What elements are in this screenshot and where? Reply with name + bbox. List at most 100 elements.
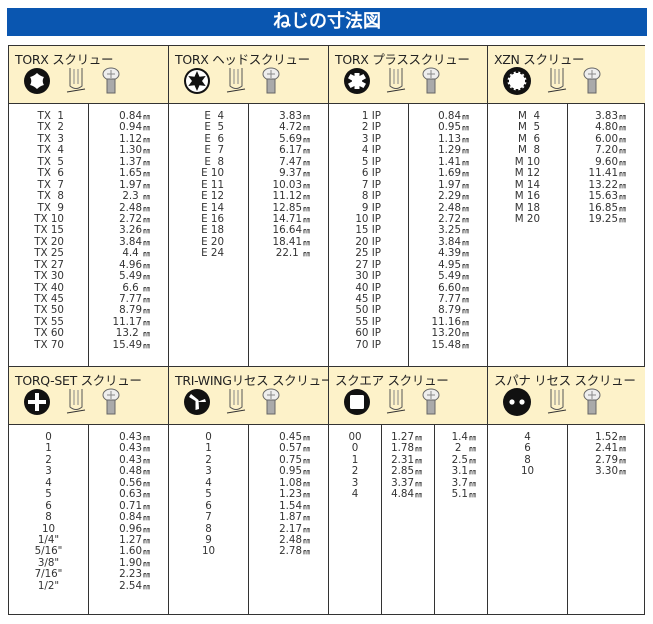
size-value: 10.03㎜ — [272, 178, 310, 191]
screw-code: TX 50 — [34, 304, 64, 317]
size-value: 6.6 ㎜ — [122, 281, 150, 294]
size-value: 2.78㎜ — [279, 545, 310, 558]
screw-head-icon — [421, 66, 441, 100]
unit-label: ㎜ — [143, 318, 150, 327]
size-value: 3.83㎜ — [595, 110, 626, 122]
screw-code: 00 — [348, 431, 362, 443]
unit-label: ㎜ — [143, 158, 150, 167]
code-column: 0 1 2 3 4 5 6 8 10 1/4" 5/16" 3/8" 7/16" 1/2" — [9, 425, 89, 614]
size-value: 4.39㎜ — [438, 247, 469, 260]
tri-wing-icon — [183, 388, 211, 420]
unit-label: ㎜ — [303, 536, 310, 545]
size-value: 1.65㎜ — [119, 167, 150, 180]
unit-label: ㎜ — [619, 456, 626, 465]
screw-code: 10 — [201, 545, 216, 558]
size-value: 0.94㎜ — [119, 121, 150, 134]
unit-label: ㎜ — [303, 215, 310, 224]
section-title: スクエア スクリュー — [335, 373, 449, 388]
screw-code: E 5 — [204, 121, 224, 134]
unit-label: ㎜ — [303, 250, 310, 259]
size-value: 0.95㎜ — [438, 121, 469, 134]
section-title: スパナ リセス スクリュー — [494, 373, 636, 388]
screw-code: TX 4 — [37, 144, 64, 157]
size-value: 3.26㎜ — [119, 224, 150, 237]
size-value: 0.75㎜ — [279, 453, 310, 466]
screw-code: TX 8 — [37, 190, 64, 203]
unit-label: ㎜ — [143, 536, 150, 545]
size-value: 5.49㎜ — [438, 270, 469, 283]
size-value: 2.48㎜ — [438, 201, 469, 214]
unit-label: ㎜ — [303, 181, 310, 190]
size-value: 3.7㎜ — [451, 476, 476, 489]
size-value: 1.23㎜ — [279, 488, 310, 501]
screw-code: M 16 — [514, 190, 540, 203]
unit-label: ㎜ — [462, 147, 469, 156]
size-value: 7.77㎜ — [438, 293, 469, 305]
screw-code: 7/16" — [34, 568, 63, 581]
section-header: TORX ヘッドスクリュー — [169, 46, 328, 104]
screw-code: TX 1 — [37, 110, 64, 122]
size-value: 1.27㎜ — [391, 431, 422, 443]
square-icon — [343, 388, 371, 420]
screw-code: 15 IP — [355, 224, 381, 237]
size-value: 0.84㎜ — [119, 110, 150, 122]
size-column: 1.4㎜ 2 ㎜ 2.5㎜ 3.1㎜ 3.7㎜ 5.1㎜ — [435, 425, 488, 614]
section-header: スクエア スクリュー — [329, 367, 487, 425]
screw-head-icon — [261, 66, 281, 100]
size-value: 11.41㎜ — [588, 167, 626, 180]
screw-code: 40 IP — [355, 281, 381, 294]
bit-diagram-icon — [225, 66, 247, 100]
screw-code: M 20 — [514, 212, 540, 225]
size-column: 3.83㎜ 4.80㎜ 6.00㎜ 7.20㎜ 9.60㎜ 11.41㎜ 13.22㎜ 15.… — [568, 104, 645, 366]
unit-label: ㎜ — [143, 284, 150, 293]
section-header: スパナ リセス スクリュー — [488, 367, 645, 425]
unit-label: ㎜ — [462, 113, 469, 121]
unit-label: ㎜ — [143, 491, 150, 500]
size-value: 2.48㎜ — [119, 201, 150, 214]
screw-code: 4 IP — [361, 144, 381, 157]
screw-code: TX 6 — [37, 167, 64, 180]
unit-label: ㎜ — [303, 238, 310, 247]
size-value: 2.54㎜ — [119, 579, 150, 592]
unit-label: ㎜ — [303, 158, 310, 167]
unit-label: ㎜ — [143, 330, 150, 339]
screw-code: E 11 — [201, 178, 224, 191]
bit-diagram-icon — [225, 387, 247, 421]
screw-code: 60 IP — [355, 327, 381, 340]
screw-code: 1/2" — [37, 579, 60, 592]
unit-label: ㎜ — [303, 227, 310, 236]
unit-label: ㎜ — [462, 215, 469, 224]
size-value: 11.16㎜ — [431, 315, 469, 328]
unit-label: ㎜ — [619, 434, 626, 442]
unit-label: ㎜ — [415, 468, 422, 477]
size-value: 1.41㎜ — [438, 155, 469, 168]
size-value: 6.17㎜ — [279, 144, 310, 157]
unit-label: ㎜ — [143, 113, 150, 121]
unit-label: ㎜ — [469, 445, 476, 454]
section-title: TORQ-SET スクリュー — [15, 373, 142, 388]
size-value: 1.87㎜ — [279, 511, 310, 524]
screw-code: 2 — [45, 453, 52, 466]
screw-code: 3 — [351, 476, 359, 489]
unit-label: ㎜ — [143, 135, 150, 144]
size-value: 0.56㎜ — [119, 476, 150, 489]
screw-code: M 4 — [518, 110, 540, 122]
unit-label: ㎜ — [143, 238, 150, 247]
screw-code: 3 — [205, 465, 212, 478]
unit-label: ㎜ — [462, 238, 469, 247]
size-value: 1.90㎜ — [119, 556, 150, 569]
page-title: ねじの寸法図 — [7, 8, 647, 36]
screw-code: 4 — [351, 488, 359, 501]
size-value: 4.4 ㎜ — [122, 247, 150, 260]
size-value: 0.57㎜ — [279, 442, 310, 455]
unit-label: ㎜ — [462, 135, 469, 144]
size-value: 1.78㎜ — [391, 442, 422, 455]
size-value: 15.48㎜ — [431, 338, 469, 351]
screw-code: 8 — [45, 511, 52, 524]
size-value: 3.84㎜ — [119, 235, 150, 248]
unit-label: ㎜ — [619, 147, 626, 156]
torx-icon — [23, 67, 51, 99]
section-torq-set: TORQ-SET スクリュー 0 1 2 3 4 5 6 8 10 1/4" 5/16" 3/8" 7/… — [9, 367, 169, 614]
